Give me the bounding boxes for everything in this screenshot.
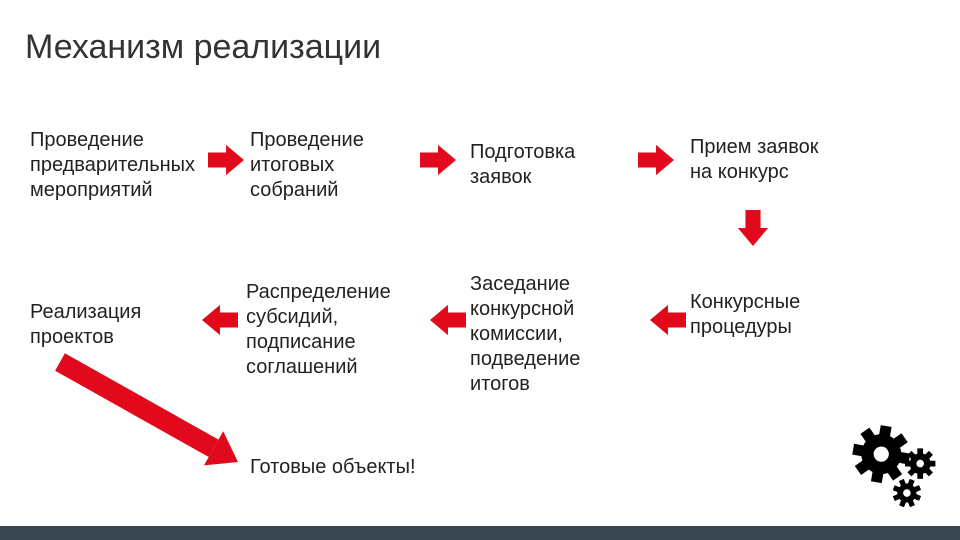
arrow-a3 xyxy=(638,142,674,178)
arrow-a6 xyxy=(430,302,466,338)
flow-node-n9: Готовые объекты! xyxy=(250,455,510,480)
arrow-a2 xyxy=(420,142,456,178)
arrow-a4 xyxy=(735,210,771,246)
flow-node-n8: Реализацияпроектов xyxy=(30,300,190,350)
flow-node-n5: Конкурсныепроцедуры xyxy=(690,290,860,340)
arrow-a7 xyxy=(202,302,238,338)
flow-node-n7: Распределениесубсидий,подписаниесоглашен… xyxy=(246,280,436,380)
arrow-a1 xyxy=(208,142,244,178)
flow-node-n4: Прием заявокна конкурс xyxy=(690,135,870,185)
flow-node-n1: Проведениепредварительныхмероприятий xyxy=(30,128,220,203)
flow-node-n2: Проведениеитоговыхсобраний xyxy=(250,128,410,203)
arrow-a5 xyxy=(650,302,686,338)
gears-icon xyxy=(848,418,943,513)
flow-node-n6: Заседаниеконкурснойкомиссии,подведениеит… xyxy=(470,272,640,397)
footer-bar xyxy=(0,526,960,540)
flow-node-n3: Подготовказаявок xyxy=(470,140,620,190)
slide-title: Механизм реализации xyxy=(25,28,381,67)
slide-stage: Механизм реализации Проведениепредварите… xyxy=(0,0,960,540)
